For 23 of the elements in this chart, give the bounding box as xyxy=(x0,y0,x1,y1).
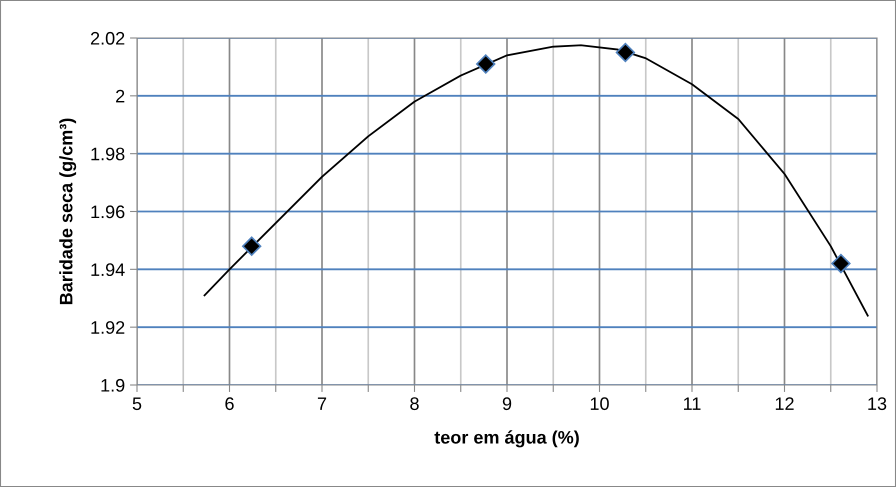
x-tick-label: 11 xyxy=(684,397,700,410)
line-series xyxy=(204,44,869,317)
y-tick-label: 2 xyxy=(116,90,124,102)
y-tick-label: 1.96 xyxy=(91,205,124,218)
y-tick-label: 2.02 xyxy=(90,32,124,45)
x-axis-title: teor em água (%) xyxy=(434,430,579,448)
point xyxy=(242,236,262,256)
x-tick-label: 5 xyxy=(132,397,142,410)
y-tick-label: 1.98 xyxy=(91,148,124,160)
y-axis-title: Baridade seca (g/cm³) xyxy=(59,118,76,304)
point xyxy=(616,42,636,62)
x-tick-label: 7 xyxy=(318,397,326,410)
x-tick-label: 8 xyxy=(410,397,419,410)
point xyxy=(831,254,851,274)
x-tick-label: 6 xyxy=(225,397,234,410)
x-tick-label: 13 xyxy=(868,397,886,410)
x-tick-label: 9 xyxy=(502,397,512,410)
y-tick-label: 1.92 xyxy=(91,321,124,334)
point xyxy=(476,54,496,74)
x-tick-label: 10 xyxy=(590,397,609,410)
y-tick-label: 1.9 xyxy=(101,378,124,392)
y-tick-label: 1.94 xyxy=(91,263,125,276)
x-tick-label: 12 xyxy=(776,397,794,410)
